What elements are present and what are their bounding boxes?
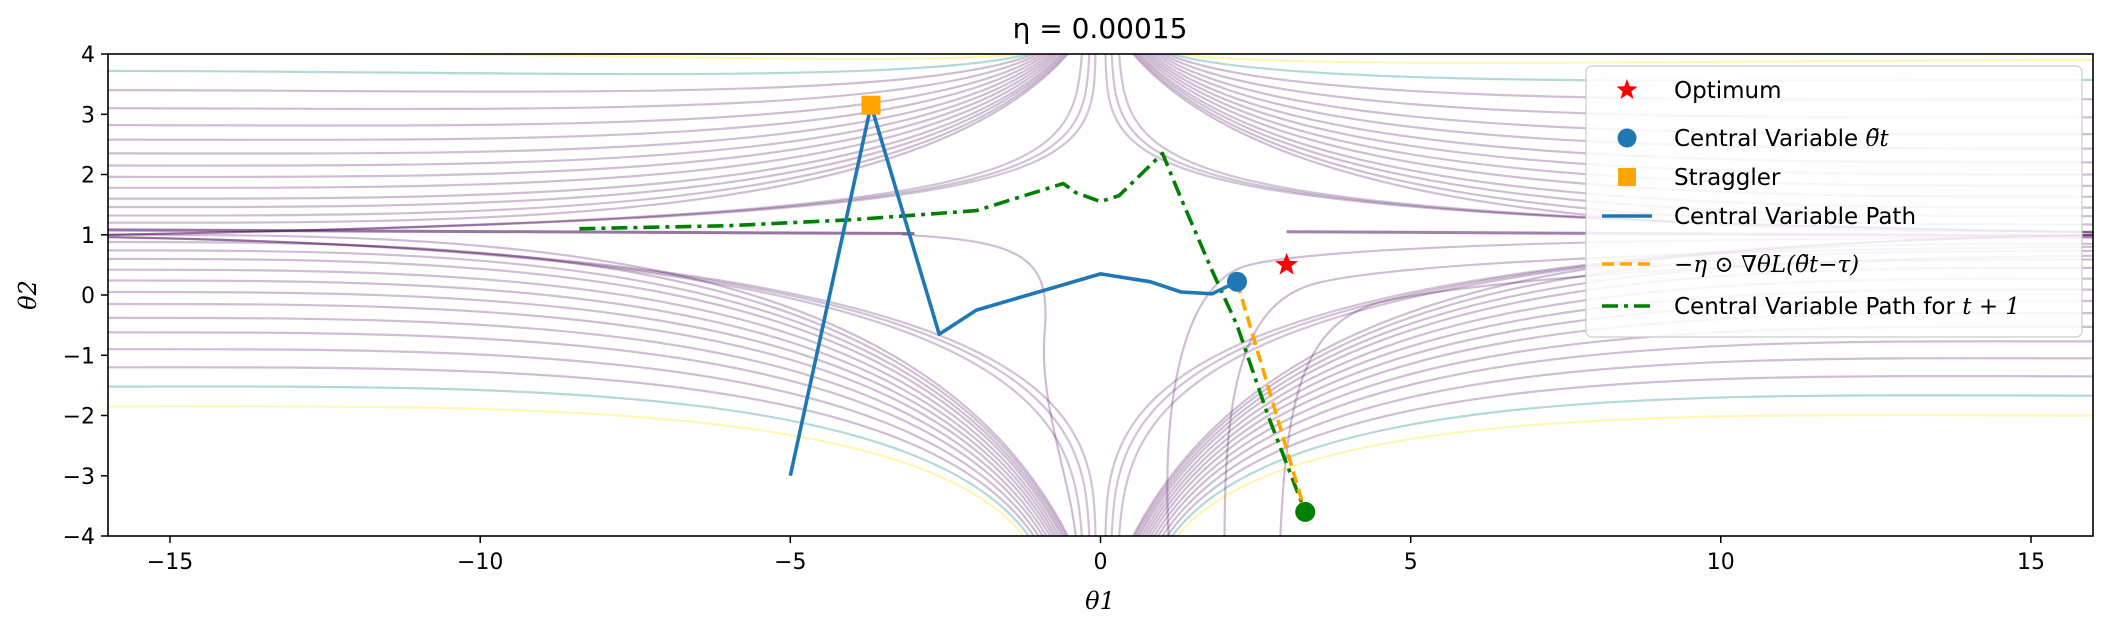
contour-line	[108, 54, 1083, 236]
y-tick-label: −4	[63, 525, 95, 550]
contour-line	[108, 240, 1068, 536]
legend-label-text: Straggler	[1674, 165, 1781, 191]
contour-line	[108, 54, 1030, 76]
legend-label-text: Optimum	[1674, 78, 1782, 104]
central-variable-marker	[1227, 271, 1247, 292]
contour-line	[108, 233, 1069, 536]
y-tick-label: −1	[63, 344, 95, 369]
x-tick-label: 5	[1404, 550, 1418, 575]
central-variable-path-t-plus-1-line	[579, 151, 1307, 513]
contour-line	[108, 54, 1067, 217]
x-tick-label: 0	[1094, 550, 1108, 575]
contour-line	[108, 290, 1055, 536]
contour-line	[1177, 54, 2093, 64]
legend-label: −η ⊙ ∇θL(θ̃t−τ)	[1674, 252, 1859, 278]
contour-line	[108, 236, 1097, 536]
contour-line	[108, 316, 1048, 536]
legend-label-math: θ̃t	[1866, 126, 1890, 152]
legend-label: Straggler	[1674, 165, 1781, 191]
contour-line	[108, 279, 1058, 536]
contour-line	[108, 236, 1091, 536]
straggler-marker	[861, 95, 881, 115]
contour-line	[108, 54, 1065, 209]
contour-line	[108, 348, 1040, 536]
legend: Optimum Central Variable θ̃t Straggler Cent…	[1585, 65, 2083, 338]
legend-label: Central Variable θ̃t	[1674, 126, 1889, 152]
legend-box	[1585, 65, 2083, 338]
y-tick-label: 0	[81, 284, 95, 309]
legend-label: Central Variable Path	[1674, 204, 1916, 230]
legend-label-math: t + 1	[1962, 294, 2020, 320]
x-tick-label: −10	[457, 550, 503, 575]
contour-line	[1161, 357, 2093, 536]
contour-line	[108, 366, 1035, 536]
legend-label: Optimum	[1674, 78, 1782, 104]
contour-line	[901, 233, 1077, 536]
contour-line	[108, 257, 1063, 536]
y-tick-label: 4	[81, 43, 95, 68]
x-tick-label: 15	[2017, 550, 2045, 575]
next-central-variable-marker	[1295, 501, 1316, 522]
contour-line	[108, 302, 1052, 536]
legend-optimum-icon	[1616, 79, 1638, 99]
optimum-marker	[1275, 252, 1298, 275]
contour-line	[108, 54, 1040, 111]
contour-line	[108, 405, 1025, 536]
y-axis-label: θ2	[14, 280, 42, 310]
legend-label: Central Variable Path for t + 1	[1674, 294, 2020, 320]
contour-line	[368, 54, 1024, 60]
contour-line	[108, 54, 1097, 236]
contour-line	[108, 331, 1044, 536]
contour-line	[108, 54, 1048, 141]
x-tick-label: −15	[147, 550, 193, 575]
x-tick-label: −5	[774, 550, 806, 575]
legend-label-math: −η ⊙ ∇θL(θ̃t−τ)	[1674, 252, 1859, 278]
contour-line	[108, 54, 1060, 189]
contour-line	[1176, 413, 2093, 536]
contour-line	[108, 54, 1057, 179]
contour-line	[1171, 394, 2093, 536]
y-tick-label: −2	[63, 405, 95, 430]
legend-central-variable-icon	[1617, 128, 1637, 148]
y-tick-label: 3	[81, 103, 95, 128]
y-tick-label: 1	[81, 224, 95, 249]
y-tick-label: −3	[63, 465, 95, 490]
series-layer	[579, 103, 1307, 513]
contour-line	[108, 54, 1069, 224]
legend-straggler-icon	[1618, 168, 1636, 186]
gradient-step-line	[1235, 281, 1307, 513]
contour-line	[108, 228, 915, 235]
contour-line	[108, 54, 1054, 167]
contour-line	[108, 54, 1091, 236]
central-variable-path-line	[788, 103, 1238, 477]
marker-layer	[861, 95, 1316, 522]
contour-line	[108, 54, 1044, 127]
chart-title: η = 0.00015	[1013, 12, 1188, 45]
contour-line	[108, 268, 1060, 536]
x-tick-label: 10	[1707, 550, 1735, 575]
contour-line	[108, 249, 1065, 536]
y-tick-label: 2	[81, 164, 95, 189]
contour-line	[108, 54, 1035, 93]
contour-line	[108, 54, 1063, 200]
contour-line	[108, 236, 1083, 536]
legend-label-text: Central Variable Path for	[1674, 294, 1962, 320]
contour-line	[1157, 340, 2093, 536]
contour-line	[1166, 374, 2093, 536]
x-axis-label: θ1	[1085, 587, 1115, 615]
legend-label-text: Central Variable	[1674, 126, 1866, 152]
contour-line	[108, 54, 1051, 155]
contour-line	[108, 385, 1030, 536]
legend-label-text: Central Variable Path	[1674, 204, 1916, 230]
